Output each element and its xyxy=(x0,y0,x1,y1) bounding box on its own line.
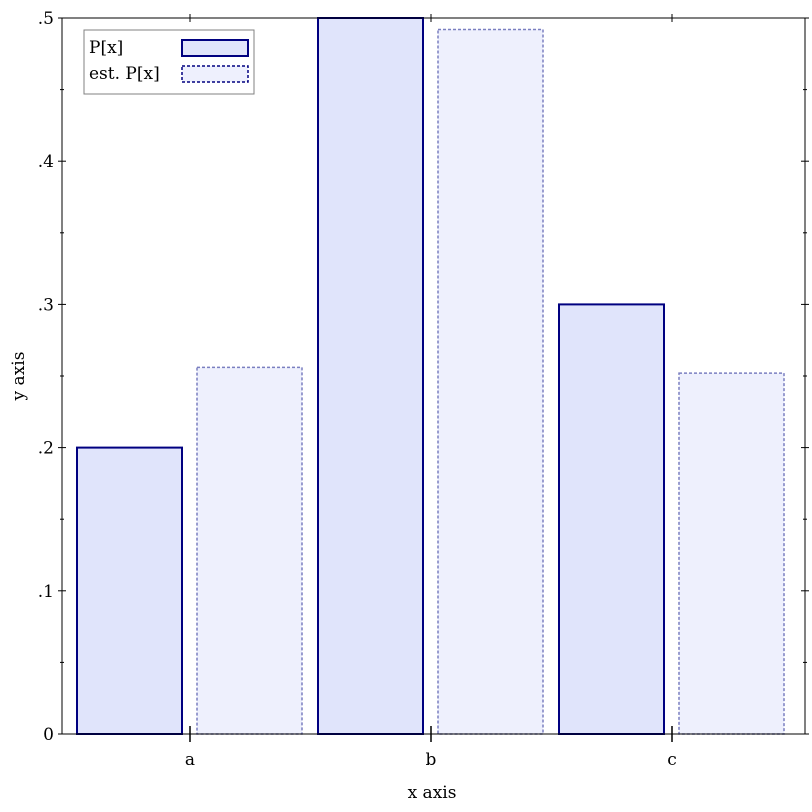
bar-est-a xyxy=(196,366,303,735)
y-tick-label: .4 xyxy=(38,152,54,172)
legend: P[x] est. P[x] xyxy=(83,29,255,95)
x-axis-label: x axis xyxy=(408,783,457,803)
y-tick-label: .2 xyxy=(38,439,54,459)
axes-group: 0 .1 .2 .3 .4 .5 a b c xyxy=(38,9,809,770)
y-tick-label: .5 xyxy=(38,9,54,29)
y-axis-label: y axis xyxy=(9,352,29,402)
x-tick-label: a xyxy=(185,750,195,770)
bar-p-b xyxy=(317,17,424,735)
bar-p-a xyxy=(76,446,183,735)
y-tick-label: .1 xyxy=(38,582,54,602)
legend-swatch xyxy=(181,65,249,83)
bar-est-c xyxy=(678,372,785,735)
x-tick-label: b xyxy=(426,750,437,770)
bars-group xyxy=(76,17,785,735)
y-tick-label: .3 xyxy=(38,295,54,315)
legend-swatch xyxy=(181,39,249,57)
bar-est-b xyxy=(437,28,544,735)
legend-label: P[x] xyxy=(89,38,123,58)
legend-label: est. P[x] xyxy=(89,64,160,84)
x-tick-label: c xyxy=(667,750,677,770)
y-tick-label: 0 xyxy=(43,725,54,745)
bar-p-c xyxy=(558,303,665,735)
